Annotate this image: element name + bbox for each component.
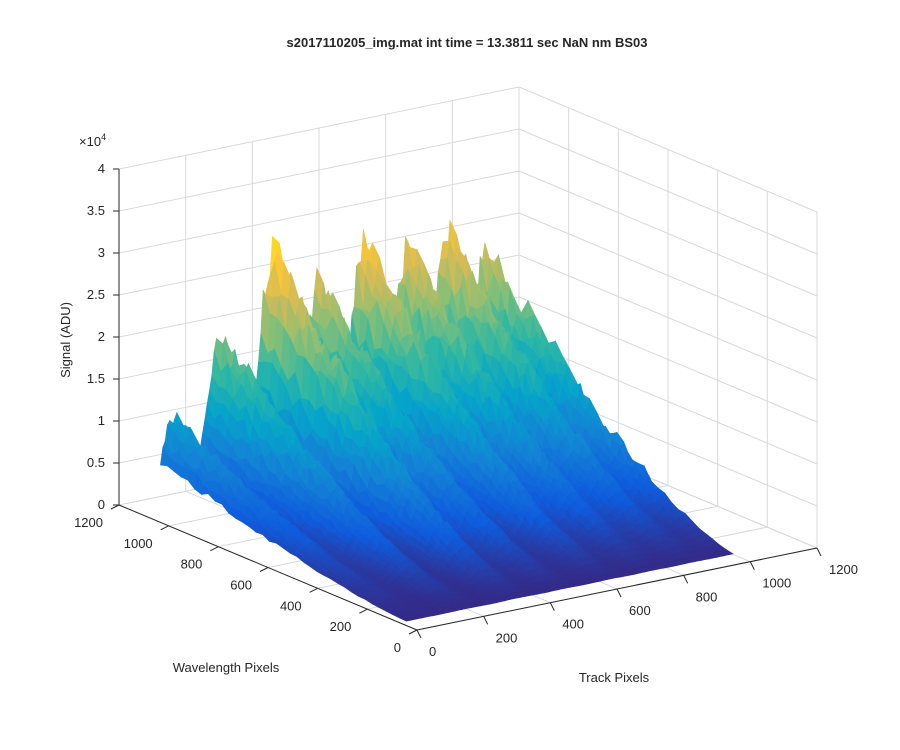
wall-gridline [118,128,520,212]
wall-gridline [518,128,818,255]
surface-patch [360,229,371,263]
wall-gridline [518,254,818,381]
wall-gridline [518,170,818,297]
wall-gridline [118,170,520,254]
surface [160,219,734,622]
wall-gridline [118,86,520,170]
wall-gridline [518,86,818,213]
wall-gridline [518,212,818,339]
chart-title: s2017110205_img.mat int time = 13.3811 s… [287,35,648,50]
wall-gridline [518,338,818,465]
wall-gridline [518,296,818,423]
